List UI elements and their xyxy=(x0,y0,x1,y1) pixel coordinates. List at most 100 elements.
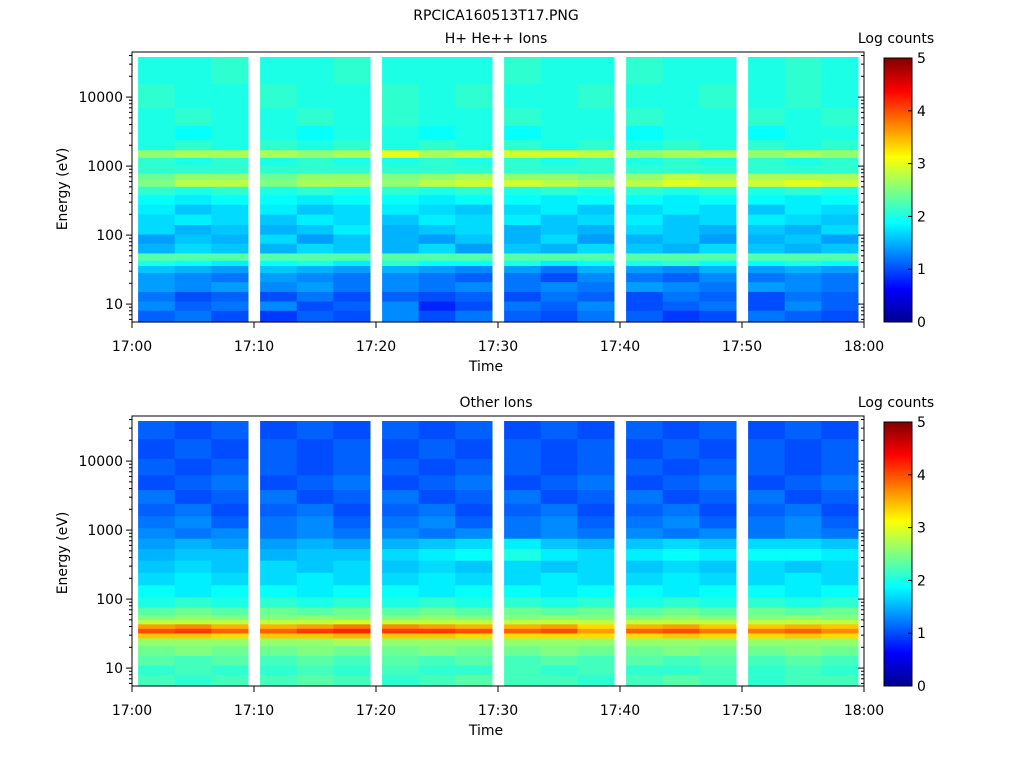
heatmap-cell xyxy=(748,628,786,634)
heatmap-cell xyxy=(784,572,822,586)
heatmap-cell xyxy=(418,260,456,267)
heatmap-cell xyxy=(821,300,859,311)
heatmap-cell xyxy=(418,281,456,292)
heatmap-cell xyxy=(174,664,212,675)
heatmap-cell xyxy=(382,252,420,261)
heatmap-cell xyxy=(540,281,578,292)
heatmap-cell xyxy=(455,596,493,608)
heatmap-cell xyxy=(260,674,298,687)
heatmap-cell xyxy=(748,149,786,158)
heatmap-cell xyxy=(174,179,212,187)
heatmap-cell xyxy=(784,125,822,140)
heatmap-cell xyxy=(626,572,664,586)
heatmap-cell xyxy=(626,421,664,440)
heatmap-cell xyxy=(211,421,249,440)
heatmap-cell xyxy=(455,164,493,174)
heatmap-cell xyxy=(296,173,334,181)
heatmap-cell xyxy=(455,474,493,491)
y-tick-label: 10 xyxy=(105,661,123,677)
heatmap-cell xyxy=(626,179,664,187)
heatmap-cell xyxy=(333,57,371,84)
heatmap-cell xyxy=(333,474,371,491)
heatmap-cell xyxy=(333,291,371,302)
heatmap-cell xyxy=(138,204,176,215)
heatmap-cell xyxy=(821,584,859,598)
heatmap-cell xyxy=(540,252,578,261)
heatmap-cell xyxy=(418,224,456,235)
heatmap-cell xyxy=(699,637,737,647)
heatmap-cell xyxy=(260,291,298,302)
heatmap-cell xyxy=(418,503,456,517)
heatmap-cell xyxy=(626,438,664,459)
heatmap-cell xyxy=(296,164,334,174)
heatmap-cell xyxy=(821,645,859,656)
heatmap-cell xyxy=(296,243,334,254)
heatmap-cell xyxy=(540,619,578,625)
heatmap-cell xyxy=(455,538,493,550)
heatmap-cell xyxy=(504,233,542,244)
heatmap-cell xyxy=(821,260,859,267)
heatmap-cell xyxy=(382,572,420,586)
heatmap-cell xyxy=(296,637,334,647)
heatmap-cell xyxy=(260,300,298,311)
heatmap-cell xyxy=(662,194,700,205)
heatmap-cell xyxy=(382,243,420,254)
heatmap-cell xyxy=(699,623,737,629)
heatmap-cell xyxy=(296,224,334,235)
heatmap-cell xyxy=(333,584,371,598)
heatmap-cell xyxy=(577,149,615,158)
heatmap-cell xyxy=(504,628,542,634)
heatmap-cell xyxy=(699,243,737,254)
heatmap-cell xyxy=(211,310,249,323)
heatmap-cell xyxy=(784,310,822,323)
heatmap-cell xyxy=(174,584,212,598)
heatmap-cell xyxy=(748,614,786,620)
heatmap-cell xyxy=(260,139,298,151)
heatmap-cell xyxy=(577,458,615,476)
heatmap-cell xyxy=(174,265,212,274)
heatmap-cell xyxy=(138,474,176,491)
heatmap-cell xyxy=(455,194,493,205)
heatmap-cell xyxy=(784,265,822,274)
heatmap-cell xyxy=(296,572,334,586)
heatmap-cell xyxy=(382,623,420,629)
heatmap-cell xyxy=(540,260,578,267)
heatmap-cell xyxy=(260,637,298,647)
heatmap-cell xyxy=(174,489,212,504)
heatmap-cell xyxy=(455,83,493,109)
heatmap-cell xyxy=(382,214,420,225)
heatmap-cell xyxy=(382,139,420,151)
heatmap-cell xyxy=(540,310,578,323)
heatmap-cell xyxy=(260,527,298,539)
heatmap-cell xyxy=(504,664,542,675)
heatmap-cell xyxy=(821,655,859,666)
heatmap-cell xyxy=(382,548,420,561)
heatmap-cell xyxy=(821,596,859,608)
heatmap-cell xyxy=(821,272,859,283)
heatmap-cell xyxy=(784,515,822,529)
heatmap-cell xyxy=(504,572,542,586)
heatmap-cell xyxy=(174,164,212,174)
heatmap-cell xyxy=(211,291,249,302)
heatmap-cell xyxy=(260,194,298,205)
x-axis-label: Time xyxy=(468,359,503,375)
heatmap-cell xyxy=(699,664,737,675)
heatmap-cell xyxy=(418,527,456,539)
heatmap-cell xyxy=(821,628,859,634)
heatmap-cell xyxy=(540,179,578,187)
heatmap-cell xyxy=(821,139,859,151)
heatmap-cell xyxy=(748,125,786,140)
heatmap-cell xyxy=(540,623,578,629)
heatmap-cell xyxy=(296,538,334,550)
heatmap-cell xyxy=(784,179,822,187)
heatmap-cell xyxy=(504,560,542,573)
heatmap-cell xyxy=(662,252,700,261)
heatmap-cell xyxy=(540,538,578,550)
heatmap-cell xyxy=(260,560,298,573)
heatmap-cell xyxy=(260,628,298,634)
heatmap-cell xyxy=(211,233,249,244)
heatmap-cell xyxy=(626,632,664,639)
heatmap-cell xyxy=(138,252,176,261)
heatmap-cell xyxy=(748,310,786,323)
heatmap-cell xyxy=(418,607,456,616)
